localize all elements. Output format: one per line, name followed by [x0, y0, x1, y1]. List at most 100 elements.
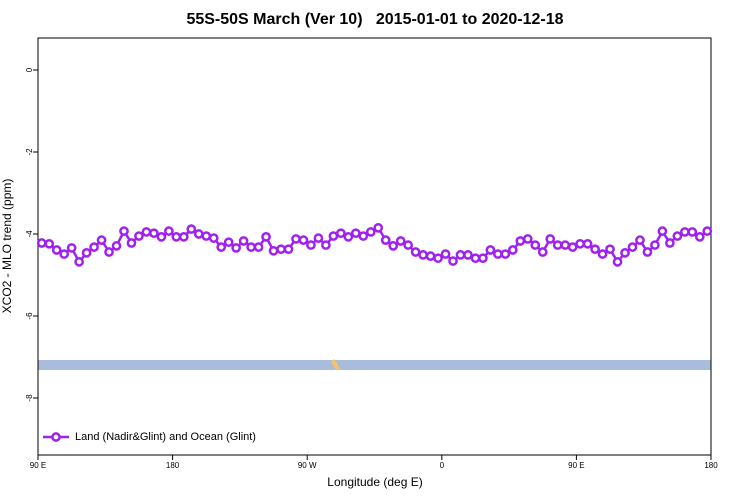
data-point	[582, 238, 593, 249]
data-point	[463, 250, 473, 260]
data-point	[433, 253, 443, 264]
coverage-marker	[331, 359, 340, 370]
data-point	[216, 242, 227, 252]
data-point	[679, 227, 690, 237]
data-point	[418, 250, 428, 260]
data-point	[702, 226, 713, 236]
data-point	[350, 228, 361, 239]
data-point	[111, 241, 122, 251]
data-point	[552, 240, 563, 250]
x-tick-label: 0	[440, 461, 445, 470]
data-point	[687, 227, 698, 237]
data-point	[597, 249, 608, 259]
data-point	[44, 238, 55, 249]
data-point	[171, 232, 182, 242]
data-point	[336, 228, 346, 239]
data-point	[223, 237, 234, 248]
chart-title: 55S-50S March (Ver 10) 2015-01-01 to 202…	[186, 11, 563, 28]
data-point	[657, 226, 668, 236]
data-point	[650, 240, 660, 250]
data-point	[104, 247, 114, 257]
data-point	[193, 229, 204, 239]
data-point	[306, 240, 316, 250]
x-tick-label: 180	[704, 461, 718, 470]
data-point	[493, 249, 503, 259]
data-point	[261, 232, 271, 242]
data-point	[321, 240, 331, 250]
data-point	[537, 247, 548, 257]
data-point	[403, 240, 413, 250]
data-point	[119, 226, 129, 236]
data-point	[365, 227, 376, 237]
data-point	[522, 234, 533, 244]
y-tick-label: -4	[25, 230, 34, 238]
data-point	[291, 234, 301, 244]
data-point	[590, 244, 600, 255]
data-point	[51, 245, 62, 255]
data-point	[642, 247, 653, 257]
data-point	[268, 245, 279, 256]
x-tick-label: 90 E	[568, 461, 584, 470]
legend-label: Land (Nadir&Glint) and Ocean (Glint)	[75, 431, 256, 443]
data-point	[560, 240, 571, 250]
data-point	[298, 235, 309, 245]
data-point	[545, 234, 556, 244]
data-point	[59, 249, 70, 259]
data-point	[149, 228, 159, 239]
data-point	[328, 231, 339, 241]
data-point	[455, 250, 466, 260]
data-point	[81, 248, 92, 258]
data-point	[410, 247, 421, 257]
y-tick-label: -8	[25, 394, 34, 402]
data-point	[238, 236, 249, 246]
data-point	[134, 231, 144, 241]
data-point	[612, 257, 623, 267]
data-point	[231, 243, 242, 253]
data-point	[425, 251, 436, 261]
x-axis-label: Longitude (deg E)	[327, 475, 422, 489]
legend-marker	[51, 432, 61, 442]
data-point	[36, 238, 47, 248]
coverage-band	[38, 360, 711, 370]
x-tick-label: 90 W	[298, 461, 317, 470]
data-point	[515, 236, 526, 246]
data-point	[440, 249, 451, 259]
data-point	[358, 231, 369, 241]
data-point	[395, 236, 406, 246]
data-point	[500, 249, 511, 259]
data-point	[164, 226, 174, 236]
data-point	[96, 235, 107, 245]
data-point	[89, 242, 99, 252]
data-point	[126, 238, 137, 248]
data-point	[478, 253, 488, 264]
data-point	[507, 245, 518, 255]
data-point	[485, 245, 496, 255]
data-point	[156, 232, 167, 242]
data-point	[605, 244, 615, 255]
data-point	[575, 238, 585, 249]
data-point	[66, 243, 77, 253]
y-tick-label: -2	[25, 148, 34, 156]
data-point	[141, 227, 152, 237]
data-point	[635, 235, 645, 245]
y-axis-label: XCO2 - MLO trend (ppm)	[0, 179, 14, 314]
data-point	[201, 231, 212, 241]
data-point	[313, 233, 324, 243]
data-point	[276, 244, 286, 255]
data-point	[627, 242, 638, 252]
data-point	[694, 232, 705, 242]
plot-frame	[37, 37, 712, 456]
data-point	[74, 257, 84, 267]
data-point	[343, 232, 354, 242]
data-point	[530, 240, 541, 250]
data-point	[208, 233, 219, 243]
data-point	[246, 242, 256, 252]
y-tick-label: -6	[25, 312, 34, 320]
data-point	[470, 253, 481, 264]
data-point	[448, 256, 458, 266]
data-point	[380, 235, 391, 245]
data-point	[620, 248, 630, 258]
data-point	[373, 222, 384, 233]
data-point	[672, 231, 683, 241]
